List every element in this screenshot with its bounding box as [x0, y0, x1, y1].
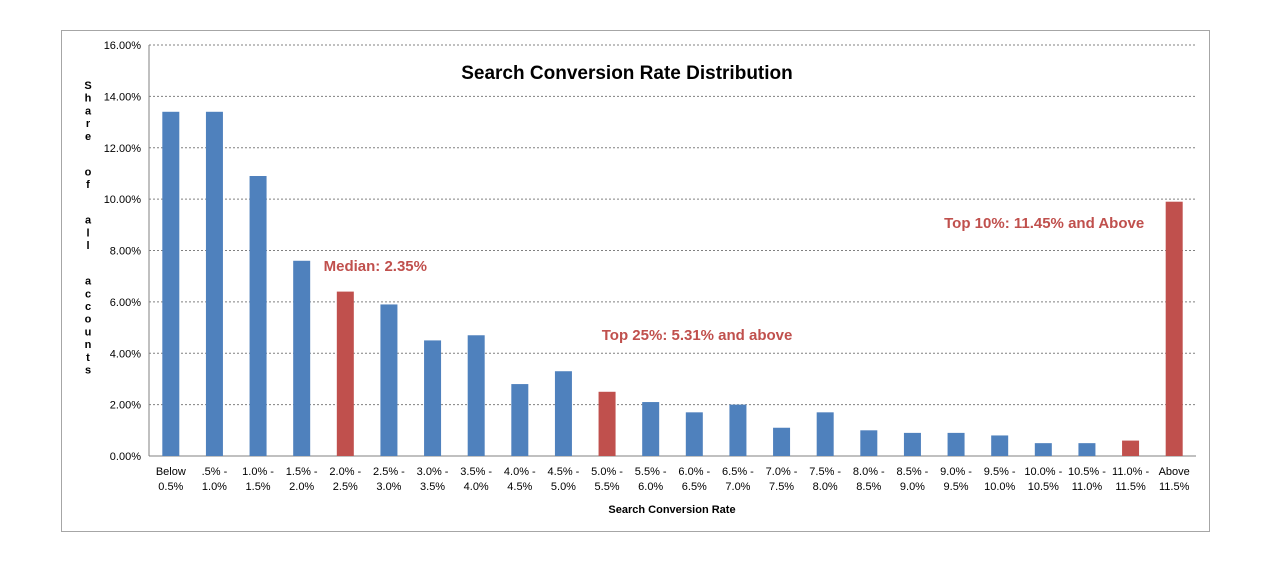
bar — [511, 384, 529, 456]
y-axis-title-char: a — [85, 105, 92, 117]
bar — [1122, 440, 1140, 456]
x-tick-label: 9.0% -9.5% — [940, 466, 972, 493]
y-axis-title-char: o — [85, 314, 92, 326]
bar — [860, 430, 878, 456]
y-tick-label: 6.00% — [110, 297, 141, 309]
bar — [293, 260, 311, 456]
bar — [642, 402, 660, 456]
bar — [816, 412, 834, 456]
x-tick-label: 10.0% -10.5% — [1024, 466, 1062, 493]
chart-frame: 0.00% 2.00% 4.00% 6.00% 8.00% 10.00% 12.00% 14.… — [61, 30, 1210, 532]
y-axis-title-char: a — [85, 215, 92, 227]
y-tick-label: 0.00% — [110, 451, 141, 463]
y-axis-title-char: f — [86, 179, 90, 191]
bar — [729, 404, 747, 456]
y-axis-title-char: h — [85, 93, 92, 105]
y-axis-title-char: t — [86, 352, 90, 364]
bar — [467, 335, 485, 456]
x-tick-label: 5.0% -5.5% — [591, 466, 623, 493]
x-tick-label: 3.5% -4.0% — [460, 466, 492, 493]
y-axis-title-char: l — [86, 240, 89, 252]
x-tick-label: 8.0% -8.5% — [853, 466, 885, 493]
y-tick-label: 10.00% — [104, 194, 142, 206]
y-tick-label: 14.00% — [104, 91, 142, 103]
y-axis-title-char: s — [85, 364, 91, 376]
y-tick-label: 8.00% — [110, 246, 141, 258]
x-tick-label: 4.0% -4.5% — [504, 466, 536, 493]
y-axis-title-char: o — [85, 166, 92, 178]
annotations: Median: 2.35% Top 25%: 5.31% and above Top… — [324, 215, 1145, 344]
y-tick-labels: 0.00% 2.00% 4.00% 6.00% 8.00% 10.00% 12.00% 14.… — [104, 40, 142, 463]
annotation-label: Top 10%: 11.45% and Above — [944, 215, 1144, 232]
x-tick-label: 7.5% -8.0% — [809, 466, 841, 493]
x-tick-label: 2.0% -2.5% — [329, 466, 361, 493]
y-axis-title-char: a — [85, 276, 92, 288]
y-axis-title-char: e — [85, 131, 91, 143]
annotation-label: Top 25%: 5.31% and above — [602, 327, 793, 344]
bar — [685, 412, 703, 456]
bar — [1034, 443, 1052, 456]
x-tick-label: 1.0% -1.5% — [242, 466, 274, 493]
x-tick-label: 6.5% -7.0% — [722, 466, 754, 493]
bar — [249, 176, 267, 456]
x-tick-label: 1.5% -2.0% — [286, 466, 318, 493]
gridlines — [148, 44, 1196, 457]
y-axis-title-char: r — [86, 118, 91, 130]
bar — [205, 111, 223, 456]
y-axis-title-char: n — [85, 339, 92, 351]
bar — [162, 111, 180, 456]
chart-title: Search Conversion Rate Distribution — [461, 63, 793, 84]
x-tick-labels: Below 0.5% .5% -1.0% 1.0% -1.5% 1.5% -2.0% 2.… — [156, 466, 1190, 493]
bar — [773, 427, 791, 456]
x-tick-label: 9.5% -10.0% — [984, 466, 1016, 493]
x-tick-label: 6.0% -6.5% — [678, 466, 710, 493]
x-axis-title: Search Conversion Rate — [608, 504, 735, 516]
y-axis-title-char: l — [86, 227, 89, 239]
bar — [1078, 443, 1096, 456]
bar — [336, 291, 354, 456]
bar — [424, 340, 442, 456]
y-tick-label: 2.00% — [110, 400, 141, 412]
x-tick-label: 2.5% -3.0% — [373, 466, 405, 493]
bar — [903, 432, 921, 456]
x-tick-label: Above 11.5% — [1159, 466, 1190, 493]
y-axis-title-char: S — [84, 80, 91, 92]
x-tick-label: 10.5% -11.0% — [1068, 466, 1106, 493]
x-tick-label: 5.5% -6.0% — [635, 466, 667, 493]
y-tick-label: 12.00% — [104, 143, 142, 155]
y-tick-label: 16.00% — [104, 40, 142, 52]
y-tick-label: 4.00% — [110, 348, 141, 360]
x-tick-label: 4.5% -5.0% — [548, 466, 580, 493]
x-tick-label: Below 0.5% — [156, 466, 186, 493]
y-axis-title-char: c — [85, 301, 91, 313]
chart-svg: 0.00% 2.00% 4.00% 6.00% 8.00% 10.00% 12.00% 14.… — [84, 40, 1196, 516]
y-axis-title-char: c — [85, 288, 91, 300]
bar — [991, 435, 1009, 456]
bar — [947, 432, 965, 456]
x-tick-label: 7.0% -7.5% — [766, 466, 798, 493]
x-tick-label: 3.0% -3.5% — [417, 466, 449, 493]
x-tick-label: 8.5% -9.0% — [897, 466, 929, 493]
bars — [162, 111, 1183, 456]
bar — [380, 304, 398, 456]
x-tick-label: 11.0% -11.5% — [1112, 466, 1149, 493]
y-axis-title-char: u — [85, 326, 92, 338]
bar — [1165, 201, 1183, 456]
bar — [598, 391, 616, 456]
annotation-label: Median: 2.35% — [324, 258, 427, 275]
x-tick-label: .5% -1.0% — [202, 466, 228, 493]
bar — [554, 371, 572, 456]
